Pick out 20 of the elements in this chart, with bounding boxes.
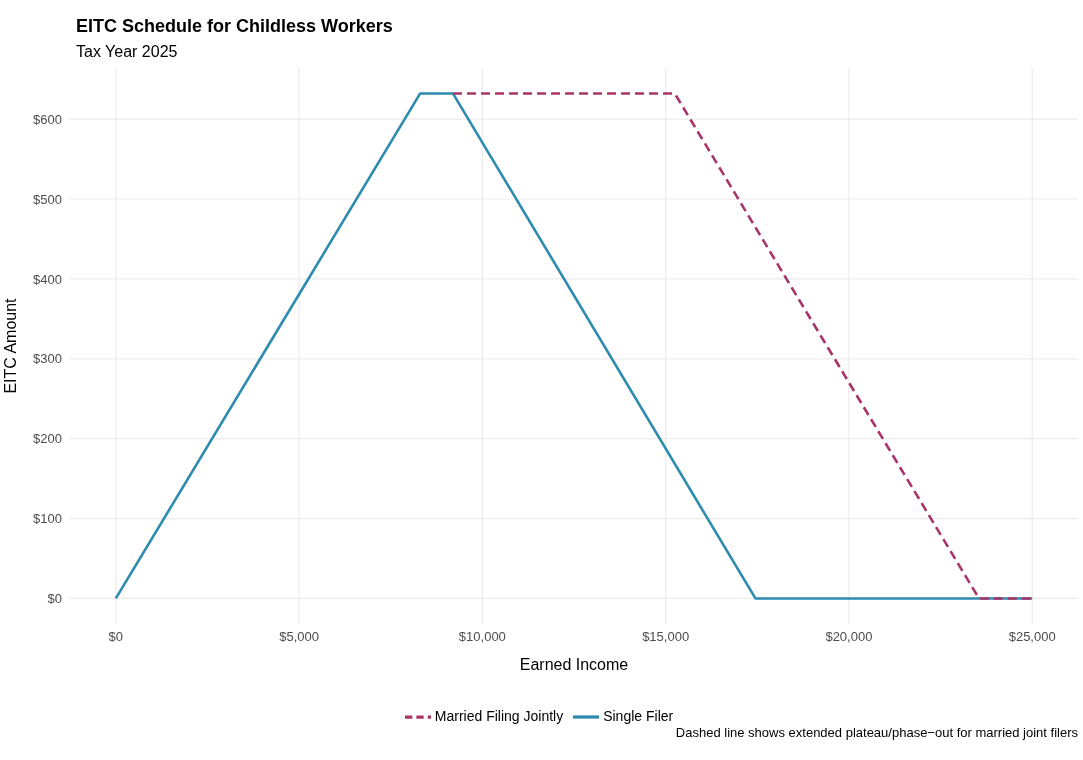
x-tick-label: $15,000 — [642, 629, 690, 645]
y-axis-title: EITC Amount — [1, 297, 19, 394]
y-tick-label: $400 — [33, 271, 62, 287]
x-tick-label: $20,000 — [825, 629, 873, 645]
x-tick-label: $0 — [108, 629, 124, 645]
x-tick-label: $10,000 — [458, 629, 506, 645]
y-tick-label: $500 — [33, 191, 62, 207]
y-tick-label: $300 — [33, 351, 62, 367]
text: Dashed line shows extended plateau/phase−out for married joint filers — [675, 725, 1078, 740]
chart-subtitle: Tax Year 2025 — [76, 43, 178, 61]
y-tick-label: $200 — [33, 431, 62, 447]
y-tick-label: $100 — [33, 511, 62, 527]
y-tick-label: $600 — [33, 111, 62, 127]
legend-label: Single Filer — [603, 707, 674, 724]
legend-label: Married Filing Jointly — [434, 707, 564, 724]
x-tick-label: $25,000 — [1008, 629, 1056, 645]
y-tick-label: $0 — [47, 591, 62, 607]
x-tick-label: $5,000 — [279, 629, 319, 645]
x-axis-title: Earned Income — [519, 656, 629, 673]
chart-title: EITC Schedule for Childless Workers — [76, 16, 393, 37]
